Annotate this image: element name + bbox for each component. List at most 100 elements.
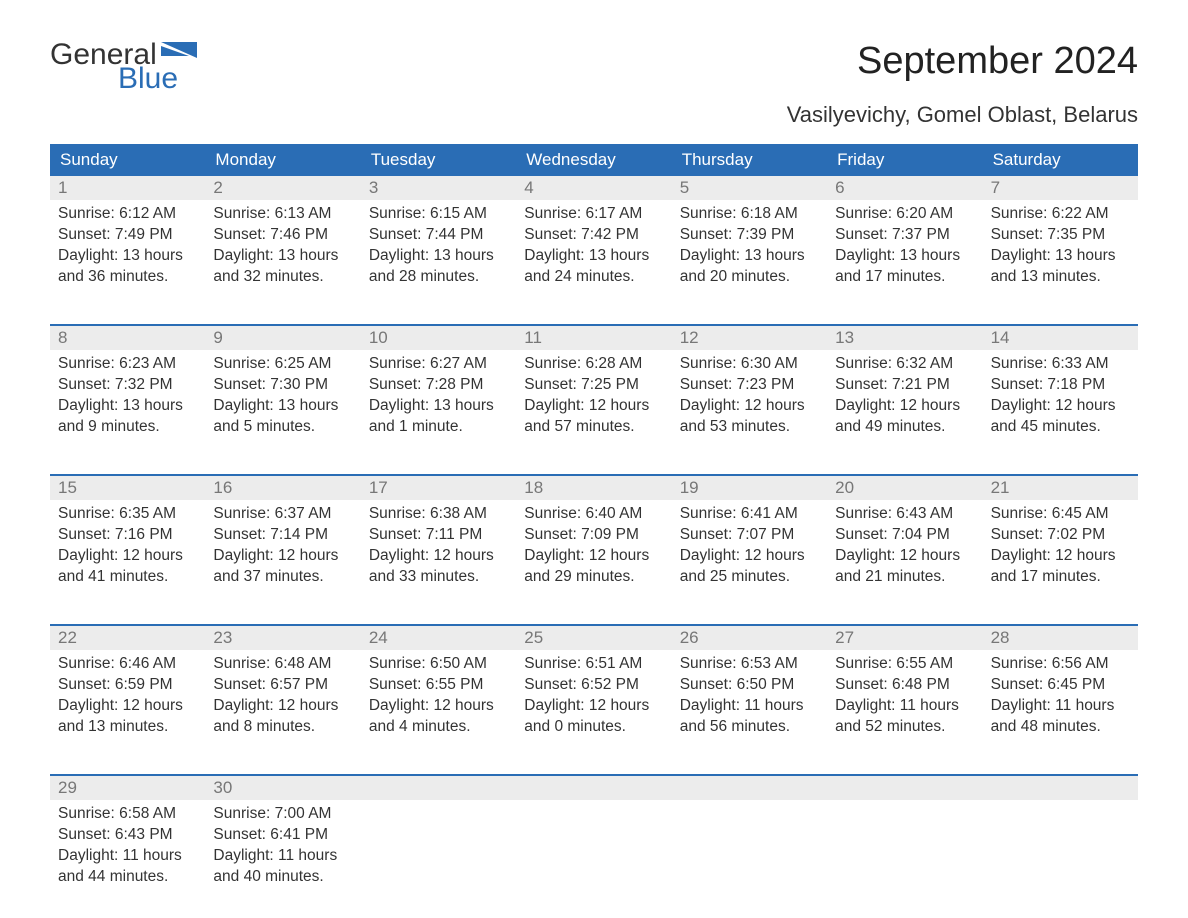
day-body: Sunrise: 6:55 AMSunset: 6:48 PMDaylight:…	[827, 650, 982, 738]
day-body: Sunrise: 6:27 AMSunset: 7:28 PMDaylight:…	[361, 350, 516, 438]
sunrise-line: Sunrise: 6:23 AM	[58, 354, 197, 375]
calendar-day-cell: 5Sunrise: 6:18 AMSunset: 7:39 PMDaylight…	[672, 176, 827, 296]
calendar-day-cell: 21Sunrise: 6:45 AMSunset: 7:02 PMDayligh…	[983, 476, 1138, 596]
sunrise-line: Sunrise: 6:55 AM	[835, 654, 974, 675]
daylight-line-2: and 29 minutes.	[524, 567, 663, 588]
day-number: 24	[369, 628, 388, 647]
days-of-week-header: Sunday Monday Tuesday Wednesday Thursday…	[50, 144, 1138, 176]
sunrise-line: Sunrise: 6:33 AM	[991, 354, 1130, 375]
calendar-day-cell: 17Sunrise: 6:38 AMSunset: 7:11 PMDayligh…	[361, 476, 516, 596]
sunset-line: Sunset: 7:46 PM	[213, 225, 352, 246]
day-body: Sunrise: 6:35 AMSunset: 7:16 PMDaylight:…	[50, 500, 205, 588]
day-body: Sunrise: 6:25 AMSunset: 7:30 PMDaylight:…	[205, 350, 360, 438]
daylight-line-1: Daylight: 13 hours	[58, 396, 197, 417]
daylight-line-2: and 21 minutes.	[835, 567, 974, 588]
dow-tuesday: Tuesday	[361, 144, 516, 176]
daylight-line-2: and 8 minutes.	[213, 717, 352, 738]
calendar-week: 8Sunrise: 6:23 AMSunset: 7:32 PMDaylight…	[50, 324, 1138, 446]
sunrise-line: Sunrise: 6:40 AM	[524, 504, 663, 525]
sunset-line: Sunset: 7:25 PM	[524, 375, 663, 396]
daylight-line-1: Daylight: 12 hours	[213, 696, 352, 717]
calendar-day-cell: .	[827, 776, 982, 896]
dow-monday: Monday	[205, 144, 360, 176]
day-number: 16	[213, 478, 232, 497]
sunset-line: Sunset: 6:41 PM	[213, 825, 352, 846]
sunset-line: Sunset: 7:28 PM	[369, 375, 508, 396]
day-body: Sunrise: 6:12 AMSunset: 7:49 PMDaylight:…	[50, 200, 205, 288]
calendar-week: 29Sunrise: 6:58 AMSunset: 6:43 PMDayligh…	[50, 774, 1138, 896]
sunrise-line: Sunrise: 6:22 AM	[991, 204, 1130, 225]
daylight-line-1: Daylight: 12 hours	[213, 546, 352, 567]
calendar-day-cell: 18Sunrise: 6:40 AMSunset: 7:09 PMDayligh…	[516, 476, 671, 596]
sunset-line: Sunset: 7:37 PM	[835, 225, 974, 246]
day-body	[361, 800, 516, 804]
calendar-day-cell: 19Sunrise: 6:41 AMSunset: 7:07 PMDayligh…	[672, 476, 827, 596]
day-body: Sunrise: 7:00 AMSunset: 6:41 PMDaylight:…	[205, 800, 360, 888]
day-body: Sunrise: 6:41 AMSunset: 7:07 PMDaylight:…	[672, 500, 827, 588]
daylight-line-2: and 52 minutes.	[835, 717, 974, 738]
day-number: 20	[835, 478, 854, 497]
calendar: Sunday Monday Tuesday Wednesday Thursday…	[50, 144, 1138, 896]
daylight-line-1: Daylight: 13 hours	[369, 396, 508, 417]
daylight-line-2: and 49 minutes.	[835, 417, 974, 438]
daylight-line-1: Daylight: 12 hours	[835, 546, 974, 567]
calendar-day-cell: 24Sunrise: 6:50 AMSunset: 6:55 PMDayligh…	[361, 626, 516, 746]
day-body: Sunrise: 6:17 AMSunset: 7:42 PMDaylight:…	[516, 200, 671, 288]
daylight-line-2: and 36 minutes.	[58, 267, 197, 288]
day-body: Sunrise: 6:28 AMSunset: 7:25 PMDaylight:…	[516, 350, 671, 438]
day-body: Sunrise: 6:18 AMSunset: 7:39 PMDaylight:…	[672, 200, 827, 288]
daylight-line-2: and 48 minutes.	[991, 717, 1130, 738]
day-body: Sunrise: 6:45 AMSunset: 7:02 PMDaylight:…	[983, 500, 1138, 588]
sunset-line: Sunset: 7:39 PM	[680, 225, 819, 246]
daylight-line-2: and 5 minutes.	[213, 417, 352, 438]
sunset-line: Sunset: 7:32 PM	[58, 375, 197, 396]
day-body: Sunrise: 6:43 AMSunset: 7:04 PMDaylight:…	[827, 500, 982, 588]
calendar-day-cell: 8Sunrise: 6:23 AMSunset: 7:32 PMDaylight…	[50, 326, 205, 446]
day-body: Sunrise: 6:15 AMSunset: 7:44 PMDaylight:…	[361, 200, 516, 288]
daylight-line-1: Daylight: 13 hours	[680, 246, 819, 267]
daylight-line-1: Daylight: 13 hours	[213, 246, 352, 267]
page-title: September 2024	[857, 40, 1138, 83]
sunset-line: Sunset: 7:30 PM	[213, 375, 352, 396]
day-body: Sunrise: 6:48 AMSunset: 6:57 PMDaylight:…	[205, 650, 360, 738]
sunrise-line: Sunrise: 6:18 AM	[680, 204, 819, 225]
sunset-line: Sunset: 6:45 PM	[991, 675, 1130, 696]
daylight-line-1: Daylight: 12 hours	[58, 546, 197, 567]
day-body: Sunrise: 6:20 AMSunset: 7:37 PMDaylight:…	[827, 200, 982, 288]
daylight-line-1: Daylight: 12 hours	[991, 396, 1130, 417]
sunset-line: Sunset: 7:02 PM	[991, 525, 1130, 546]
sunrise-line: Sunrise: 6:43 AM	[835, 504, 974, 525]
daylight-line-1: Daylight: 12 hours	[524, 396, 663, 417]
sunrise-line: Sunrise: 6:50 AM	[369, 654, 508, 675]
daylight-line-1: Daylight: 12 hours	[524, 696, 663, 717]
daylight-line-1: Daylight: 11 hours	[213, 846, 352, 867]
sunrise-line: Sunrise: 6:25 AM	[213, 354, 352, 375]
sunrise-line: Sunrise: 6:53 AM	[680, 654, 819, 675]
day-number: 18	[524, 478, 543, 497]
daylight-line-1: Daylight: 13 hours	[524, 246, 663, 267]
sunset-line: Sunset: 7:49 PM	[58, 225, 197, 246]
day-body: Sunrise: 6:30 AMSunset: 7:23 PMDaylight:…	[672, 350, 827, 438]
sunset-line: Sunset: 6:52 PM	[524, 675, 663, 696]
calendar-week: 15Sunrise: 6:35 AMSunset: 7:16 PMDayligh…	[50, 474, 1138, 596]
daylight-line-2: and 56 minutes.	[680, 717, 819, 738]
calendar-day-cell: 22Sunrise: 6:46 AMSunset: 6:59 PMDayligh…	[50, 626, 205, 746]
day-body: Sunrise: 6:37 AMSunset: 7:14 PMDaylight:…	[205, 500, 360, 588]
calendar-week: 1Sunrise: 6:12 AMSunset: 7:49 PMDaylight…	[50, 176, 1138, 296]
daylight-line-2: and 17 minutes.	[991, 567, 1130, 588]
day-body: Sunrise: 6:33 AMSunset: 7:18 PMDaylight:…	[983, 350, 1138, 438]
day-body: Sunrise: 6:32 AMSunset: 7:21 PMDaylight:…	[827, 350, 982, 438]
day-body: Sunrise: 6:51 AMSunset: 6:52 PMDaylight:…	[516, 650, 671, 738]
sunset-line: Sunset: 6:48 PM	[835, 675, 974, 696]
day-body: Sunrise: 6:46 AMSunset: 6:59 PMDaylight:…	[50, 650, 205, 738]
daylight-line-2: and 45 minutes.	[991, 417, 1130, 438]
day-number: 26	[680, 628, 699, 647]
calendar-day-cell: 14Sunrise: 6:33 AMSunset: 7:18 PMDayligh…	[983, 326, 1138, 446]
sunset-line: Sunset: 7:07 PM	[680, 525, 819, 546]
day-number: 2	[213, 178, 222, 197]
sunset-line: Sunset: 6:57 PM	[213, 675, 352, 696]
daylight-line-1: Daylight: 11 hours	[680, 696, 819, 717]
day-body	[672, 800, 827, 804]
day-number: 23	[213, 628, 232, 647]
sunset-line: Sunset: 7:14 PM	[213, 525, 352, 546]
